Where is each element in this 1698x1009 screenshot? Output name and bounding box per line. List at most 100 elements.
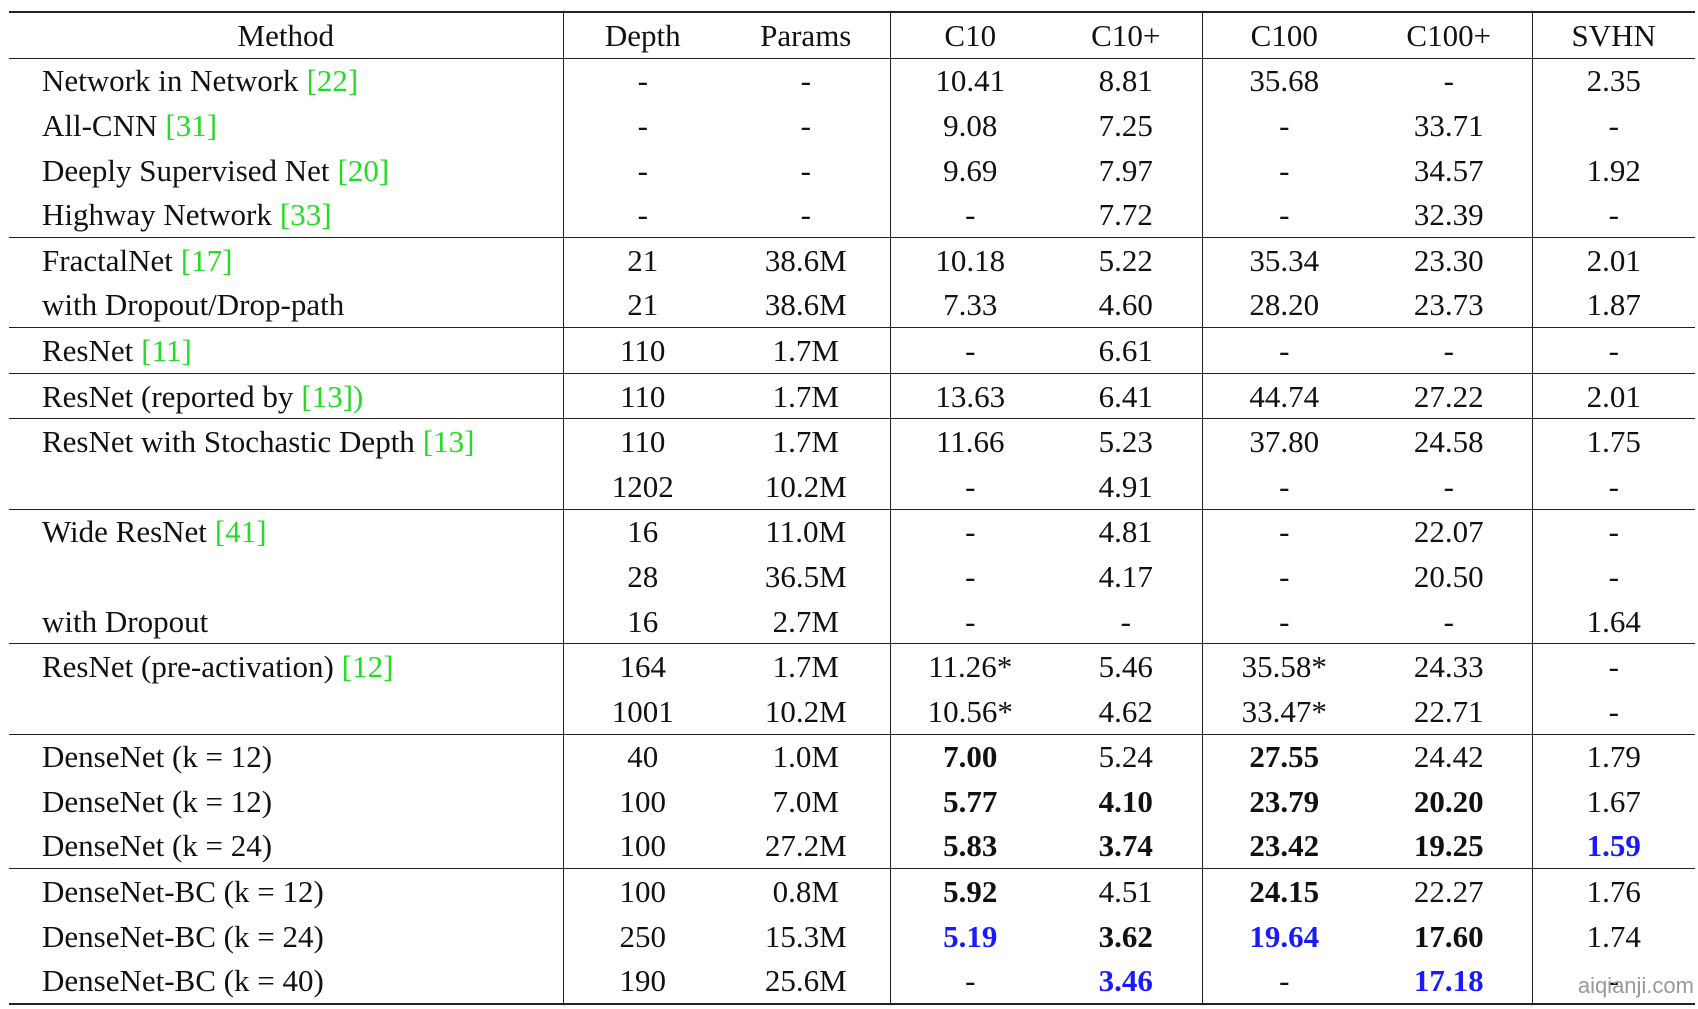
- value-cell: 2.01: [1532, 372, 1695, 419]
- table-row: ResNet [11] 110 1.7M -6.61- - -: [9, 327, 1695, 374]
- value-cell: 19.25: [1366, 823, 1533, 869]
- value-cell: 17.60: [1366, 913, 1533, 959]
- value-cell: -: [722, 103, 891, 148]
- value-cell: -: [1532, 508, 1695, 555]
- value-cell: 4.17: [1050, 554, 1203, 599]
- method-cell: Network in Network [22]: [9, 57, 564, 104]
- value-cell: 37.80: [1202, 418, 1366, 464]
- value-cell: 10.56*: [927, 693, 1013, 729]
- value-cell: -: [1608, 107, 1619, 143]
- value-cell: 25.6M: [722, 958, 891, 1006]
- value-cell: -: [1366, 327, 1533, 374]
- value-cell: 23.79: [1249, 783, 1320, 819]
- method-name: ResNet with Stochastic Depth: [42, 424, 415, 460]
- value-cell: 2.01: [1532, 236, 1695, 283]
- citation: [22]: [306, 63, 359, 99]
- value-cell: -: [965, 197, 976, 233]
- value-cell: 22.27: [1366, 868, 1533, 914]
- value-cell: -: [1202, 327, 1366, 374]
- value-cell: -: [890, 958, 1050, 1006]
- value-cell: 11.66: [890, 418, 1050, 464]
- value-cell: 20.50: [1366, 554, 1533, 599]
- value-cell: 110: [563, 372, 722, 419]
- table-row: DenseNet-BC (k = 24) 250 15.3M 5.19 3.62 19.6…: [9, 913, 1695, 959]
- value-cell: -: [965, 558, 976, 594]
- value-cell: 1202: [611, 468, 674, 504]
- value-cell: 1.7M: [722, 327, 891, 374]
- method-cell: DenseNet-BC (k = 24): [9, 913, 564, 959]
- table-body: Network in Network [22] - -10.41 8.81 35.68-2…: [9, 57, 1695, 1006]
- table-row: DenseNet-BC (k = 12) 100 0.8M 5.92 4.51 24.15…: [9, 868, 1695, 914]
- value-cell: 35.34: [1202, 236, 1366, 283]
- value-cell: 16: [563, 508, 722, 555]
- value-cell: 1.64: [1586, 603, 1641, 639]
- value-cell: 35.58*: [1202, 643, 1366, 689]
- value-cell: -: [1366, 598, 1533, 644]
- column-header: Method: [9, 10, 564, 59]
- value-cell: 7.0M: [722, 779, 891, 824]
- citation: [13]: [422, 424, 475, 460]
- method-name: ResNet (pre-activation): [42, 649, 334, 685]
- method-name: ResNet (reported by: [42, 378, 294, 414]
- value-cell: 10.18: [890, 236, 1050, 283]
- table-row: 1202 10.2M - 4.91 - - -: [9, 463, 1695, 510]
- value-cell: 4.62: [1050, 688, 1203, 734]
- method-cell: [9, 554, 564, 599]
- citation: [12]: [341, 649, 394, 685]
- table-row: with Dropout/Drop-path 21 38.6M 7.33 4.60 28.…: [9, 282, 1695, 328]
- method-name: FractalNet: [42, 242, 173, 278]
- value-cell: 11.26*: [890, 643, 1050, 689]
- value-cell: 40: [563, 733, 722, 780]
- value-cell: 1.74: [1586, 918, 1641, 954]
- value-cell: 3.74: [1050, 823, 1203, 869]
- table-row: with Dropout 16 2.7M - - - - 1.64: [9, 598, 1695, 644]
- value-cell: 0.8M: [722, 868, 891, 914]
- value-cell: 190: [563, 958, 722, 1006]
- value-cell: -: [1279, 152, 1290, 188]
- method-name: DenseNet-BC (k = 40): [42, 963, 324, 999]
- table-row: ResNet with Stochastic Depth [13] 110 1.7M 1…: [9, 418, 1695, 464]
- value-cell: -: [722, 147, 891, 193]
- table-row: Deeply Supervised Net [20] - - 9.69 7.97 - 34.5…: [9, 147, 1695, 193]
- value-cell: 33.71: [1366, 103, 1533, 148]
- value-cell: 1.75: [1532, 418, 1695, 464]
- value-cell: 28: [627, 558, 659, 594]
- table-row: Wide ResNet [41] 16 11.0M -4.81-22.07-: [9, 508, 1695, 555]
- value-cell: 38.6M: [722, 282, 891, 328]
- table-row: Network in Network [22] - -10.41 8.81 35.68-2…: [9, 57, 1695, 104]
- table-row: ResNet (reported by [13]) 110 1.7M 13.63 6.41…: [9, 372, 1695, 419]
- value-cell: -: [1608, 693, 1619, 729]
- method-name: Wide ResNet: [42, 514, 207, 550]
- value-cell: -: [722, 192, 891, 238]
- value-cell: 100: [563, 868, 722, 914]
- value-cell: 11.0M: [722, 508, 891, 555]
- column-header: C100+: [1366, 10, 1533, 59]
- table-row: 28 36.5M - 4.17 - 20.50 -: [9, 554, 1695, 599]
- value-cell: 164: [563, 643, 722, 689]
- value-cell: -: [965, 603, 976, 639]
- value-cell: 15.3M: [722, 913, 891, 959]
- value-cell: -: [1279, 107, 1290, 143]
- value-cell: 1.59: [1586, 828, 1641, 864]
- method-cell: FractalNet [17]: [9, 236, 564, 283]
- value-cell: 7.00: [890, 733, 1050, 780]
- value-cell: 1.0M: [722, 733, 891, 780]
- method-name: ResNet: [42, 332, 134, 368]
- value-cell: -: [1050, 598, 1203, 644]
- column-header: SVHN: [1532, 10, 1695, 59]
- value-cell: 110: [563, 418, 722, 464]
- table-row: Highway Network [33] - - - 7.72 - 32.39 -: [9, 192, 1695, 238]
- value-cell: 7.97: [1050, 147, 1203, 193]
- value-cell: 2.35: [1532, 57, 1695, 104]
- value-cell: -: [965, 468, 976, 504]
- column-header: C100: [1202, 10, 1366, 59]
- value-cell: 100: [619, 828, 667, 864]
- value-cell: 28.20: [1249, 287, 1320, 323]
- value-cell: 5.22: [1050, 236, 1203, 283]
- citation: [11]: [141, 332, 192, 368]
- value-cell: -: [1608, 197, 1619, 233]
- value-cell: 32.39: [1366, 192, 1533, 238]
- citation: [17]: [180, 242, 233, 278]
- citation: [13]): [301, 378, 364, 414]
